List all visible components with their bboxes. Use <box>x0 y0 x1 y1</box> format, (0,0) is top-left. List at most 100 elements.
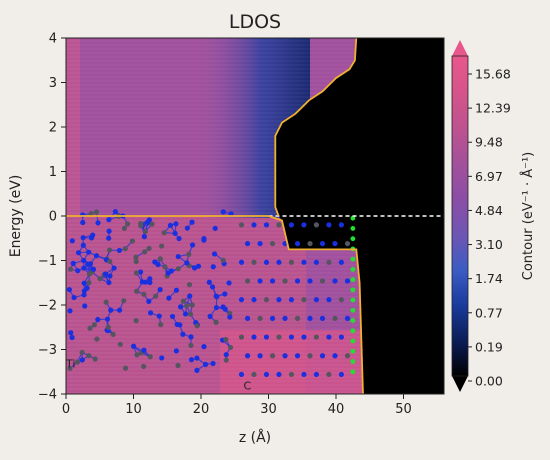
atom <box>338 334 344 340</box>
atom <box>110 331 116 337</box>
atom <box>133 318 139 324</box>
atom <box>244 278 251 284</box>
atom <box>238 371 245 378</box>
atom <box>294 315 301 321</box>
atom <box>257 240 263 247</box>
atom-terminal <box>350 226 356 231</box>
atom <box>186 282 193 288</box>
atom <box>202 361 209 367</box>
atom <box>212 225 218 231</box>
atom <box>141 363 147 370</box>
atom <box>223 352 229 358</box>
atom <box>67 266 74 272</box>
atom <box>223 336 229 343</box>
atom <box>338 222 344 228</box>
atom <box>117 341 123 347</box>
atom <box>107 273 113 279</box>
band-edge-upper <box>274 38 358 217</box>
atom <box>81 288 87 294</box>
atom <box>201 237 207 243</box>
atom <box>175 253 181 260</box>
atom <box>97 276 103 282</box>
atom <box>141 347 147 353</box>
atom <box>166 295 172 301</box>
atom <box>184 260 190 266</box>
atom <box>188 342 194 348</box>
atom-terminal <box>350 338 356 344</box>
atom <box>74 359 81 365</box>
atom <box>173 348 179 354</box>
atom <box>223 357 229 363</box>
atom <box>157 287 163 293</box>
atom <box>288 297 295 303</box>
atom <box>276 371 282 378</box>
y-tick-label: −2 <box>38 299 57 314</box>
atom <box>173 221 179 227</box>
atom <box>71 294 77 301</box>
atom <box>87 325 93 331</box>
atom <box>184 303 190 309</box>
atom <box>319 240 326 247</box>
colorbar-ticks: 0.00 0.19 0.77 1.74 3.10 4.84 6.97 9.48 12.39 15.… <box>468 67 511 389</box>
atom <box>332 240 338 247</box>
atom <box>75 268 81 274</box>
colorbar-tick-label: 0.00 <box>475 374 503 389</box>
atom <box>111 265 117 271</box>
atom <box>80 235 86 241</box>
atom <box>147 276 153 282</box>
atom <box>326 222 332 228</box>
atom <box>81 292 87 298</box>
atom <box>189 302 195 308</box>
colorbar-tick-label: 12.39 <box>475 101 511 116</box>
y-axis: −4 −3 −2 −1 0 1 2 3 4 <box>38 32 66 403</box>
atom <box>282 353 288 359</box>
y-tick-label: 1 <box>49 165 57 180</box>
atom <box>124 221 131 227</box>
atom <box>251 297 257 303</box>
atom <box>319 278 326 284</box>
atom <box>122 246 128 252</box>
atom <box>301 222 307 228</box>
y-axis-label: Energy (eV) <box>8 175 24 258</box>
atom <box>189 242 196 248</box>
atom <box>86 249 92 255</box>
atom <box>69 238 75 244</box>
band-edge-lower <box>66 215 364 394</box>
atom <box>194 323 200 329</box>
atom <box>90 232 96 238</box>
atom <box>288 371 295 378</box>
atom <box>129 238 135 244</box>
atom <box>288 259 295 265</box>
atom <box>81 265 87 271</box>
atom <box>257 315 263 321</box>
atom <box>93 209 100 215</box>
atom <box>168 268 175 274</box>
atom <box>159 243 165 249</box>
atom <box>133 254 139 260</box>
atom <box>66 286 72 293</box>
atom <box>251 371 257 378</box>
atom-terminal <box>350 318 356 323</box>
atom <box>182 311 189 317</box>
atom <box>244 353 251 359</box>
atom <box>206 279 212 285</box>
atom-terminal <box>350 236 356 242</box>
atom <box>102 271 109 277</box>
atom <box>220 209 226 215</box>
atom <box>153 293 159 299</box>
atom <box>67 365 73 371</box>
atom <box>319 353 326 359</box>
atom <box>194 355 200 361</box>
atom <box>138 221 144 227</box>
colorbar-tick-label: 6.97 <box>475 169 503 184</box>
atom <box>93 253 100 259</box>
atom <box>189 219 195 225</box>
atom <box>207 313 213 319</box>
atom <box>338 297 344 303</box>
atom <box>313 259 320 265</box>
atom <box>276 334 282 340</box>
atom <box>269 315 276 321</box>
atom <box>108 307 114 313</box>
atom <box>134 352 140 358</box>
